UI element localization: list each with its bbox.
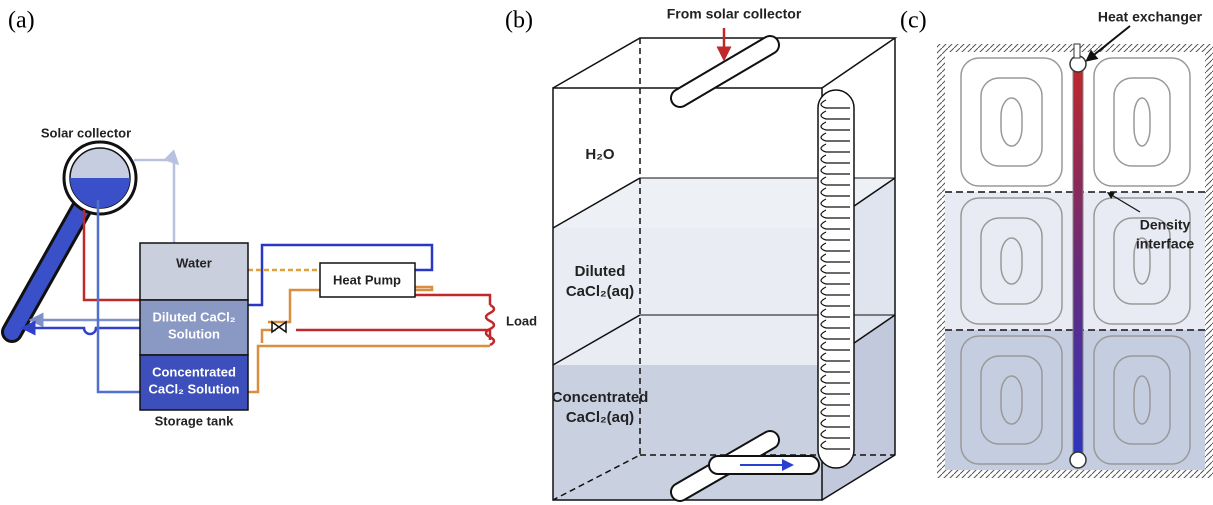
exchanger-bottom [1070, 452, 1086, 468]
concentrated-label: Concentrated [152, 364, 236, 379]
heat-exchanger-label: Heat exchanger [1098, 9, 1203, 25]
diluted-label: Diluted [575, 263, 626, 280]
panel-b: (b) From solar collector H₂O Diluted CaC… [505, 6, 895, 500]
pipes-part [134, 160, 174, 243]
pipes-part [262, 330, 276, 343]
from-solar-label: From solar collector [667, 6, 802, 22]
figure: (a) Solar collector Water D [0, 0, 1213, 505]
concentrated-label: CaCl₂ Solution [149, 381, 240, 396]
panel-label: (b) [505, 8, 533, 34]
pipes-part [415, 295, 490, 305]
pipes-part [28, 328, 140, 334]
panel-label: (a) [8, 8, 35, 34]
density-label: Density [1140, 217, 1191, 233]
diluted-label: Diluted CaCl₂ [152, 309, 235, 324]
page: (a) Solar collector Water D [0, 0, 1213, 505]
h2o-label: H₂O [585, 146, 614, 163]
load-label: Load [506, 313, 537, 328]
density-label: interface [1136, 236, 1195, 252]
collector-tube [12, 190, 92, 332]
pipes-part [296, 330, 490, 340]
valve [272, 322, 286, 332]
panel-label: (c) [900, 8, 927, 34]
concentrated-label: CaCl₂(aq) [566, 409, 634, 426]
pipes-part [84, 210, 140, 300]
diluted-label: Solution [168, 326, 220, 341]
tank-water [140, 243, 248, 300]
panel-c: (c) Heat exchanger Density interface [900, 8, 1213, 479]
collector-label: Solar collector [41, 125, 131, 140]
exchanger-tube [1073, 64, 1083, 460]
coil-pipe [818, 90, 854, 468]
tank-label: Storage tank [155, 413, 235, 428]
inlet [1074, 44, 1080, 58]
pipes-part [98, 200, 140, 392]
concentrated-label: Concentrated [552, 389, 649, 406]
heat-pump-label: Heat Pump [333, 272, 401, 287]
panel-a: (a) Solar collector Water D [8, 8, 537, 429]
pipes-part [248, 346, 490, 392]
water-label: Water [176, 255, 212, 270]
diluted-label: CaCl₂(aq) [566, 283, 634, 300]
